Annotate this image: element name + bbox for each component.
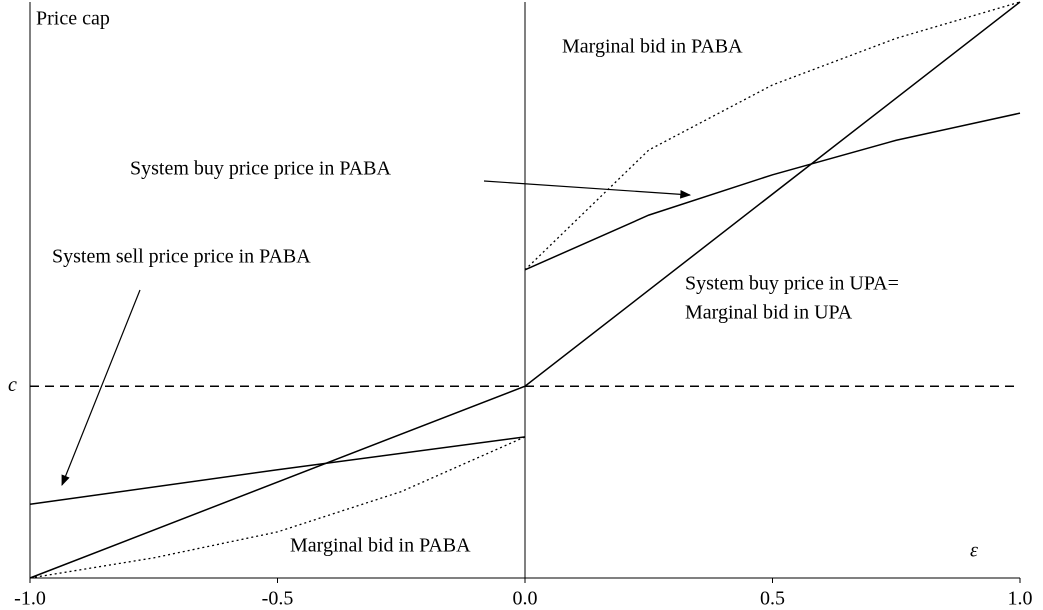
annotation: System sell price price in PABA <box>52 246 311 268</box>
annotation: Marginal bid in PABA <box>290 535 471 557</box>
x-tick-label: 0.0 <box>513 588 538 610</box>
annotation: System buy price in UPA= <box>685 273 899 295</box>
series-line <box>29 1 1021 579</box>
series-line <box>29 436 526 506</box>
reference-label: c <box>8 374 17 396</box>
top-label: Price cap <box>36 8 110 30</box>
x-tick-label: 1.0 <box>1008 588 1033 610</box>
x-tick-label: 0.5 <box>760 588 785 610</box>
annotation: System buy price price in PABA <box>130 158 391 180</box>
x-label: ε <box>970 540 978 562</box>
annotation: Marginal bid in UPA <box>685 302 853 324</box>
arrow <box>61 289 141 487</box>
arrow <box>483 180 692 199</box>
series-line <box>29 1 1021 579</box>
annotation: Marginal bid in PABA <box>562 36 743 58</box>
series-line <box>524 112 1021 271</box>
x-tick-label: -0.5 <box>262 588 294 610</box>
x-tick-label: -1.0 <box>14 588 46 610</box>
